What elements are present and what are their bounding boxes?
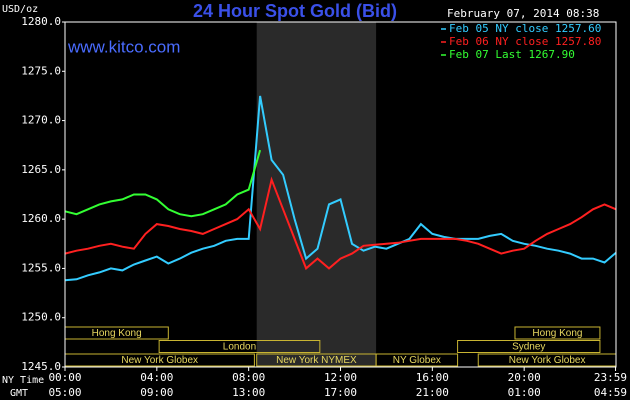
session-label: New York NYMEX bbox=[276, 355, 357, 366]
x-tick-label: 00:00 bbox=[48, 371, 81, 384]
x-axis-label: NY Time bbox=[2, 375, 44, 386]
x-tick-label: 23:59 bbox=[594, 371, 627, 384]
y-tick-label: 1260.0 bbox=[21, 212, 61, 225]
y-tick-label: 1280.0 bbox=[21, 15, 61, 28]
session-label: NY Globex bbox=[393, 355, 441, 366]
legend-label: Feb 07 Last 1267.90 bbox=[449, 48, 575, 61]
y-tick-label: 1250.0 bbox=[21, 311, 61, 324]
session-label: Sydney bbox=[512, 342, 545, 353]
timestamp: February 07, 2014 08:38 bbox=[447, 7, 599, 20]
legend-label: Feb 06 NY close 1257.80 bbox=[449, 35, 601, 48]
x2-tick-label: 21:00 bbox=[416, 386, 449, 399]
session-label: New York Globex bbox=[121, 355, 198, 366]
y-tick-label: 1265.0 bbox=[21, 163, 61, 176]
y-tick-label: 1270.0 bbox=[21, 114, 61, 127]
legend-label: Feb 05 NY close 1257.60 bbox=[449, 22, 601, 35]
x2-tick-label: 01:00 bbox=[508, 386, 541, 399]
x2-tick-label: 13:00 bbox=[232, 386, 265, 399]
x2-axis-label: GMT bbox=[10, 388, 28, 399]
x2-tick-label: 09:00 bbox=[140, 386, 173, 399]
session-label: New York Globex bbox=[509, 355, 586, 366]
x2-tick-label: 05:00 bbox=[48, 386, 81, 399]
x-tick-label: 08:00 bbox=[232, 371, 265, 384]
y-tick-label: 1255.0 bbox=[21, 261, 61, 274]
price-line bbox=[64, 176, 617, 271]
session-label: Hong Kong bbox=[532, 328, 582, 339]
x2-tick-label: 17:00 bbox=[324, 386, 357, 399]
x-tick-label: 16:00 bbox=[416, 371, 449, 384]
y-tick-label: 1245.0 bbox=[21, 360, 61, 373]
x2-tick-label: 04:59 bbox=[594, 386, 627, 399]
session-bar bbox=[158, 340, 321, 353]
plot-frame bbox=[64, 21, 617, 368]
session-bar bbox=[514, 326, 601, 340]
chart-title: 24 Hour Spot Gold (Bid) bbox=[193, 1, 397, 21]
session-label: Hong Kong bbox=[92, 328, 142, 339]
session-label: London bbox=[223, 342, 256, 353]
price-line bbox=[64, 149, 262, 218]
y-tick-label: 1275.0 bbox=[21, 64, 61, 77]
website: www.kitco.com bbox=[67, 37, 180, 56]
shaded-range bbox=[256, 22, 377, 367]
x-tick-label: 12:00 bbox=[324, 371, 357, 384]
session-bar bbox=[457, 340, 601, 353]
x-tick-label: 20:00 bbox=[508, 371, 541, 384]
y-axis-label: USD/oz bbox=[2, 4, 38, 15]
price-line bbox=[64, 95, 617, 282]
session-bar bbox=[375, 353, 459, 367]
x-tick-label: 04:00 bbox=[140, 371, 173, 384]
